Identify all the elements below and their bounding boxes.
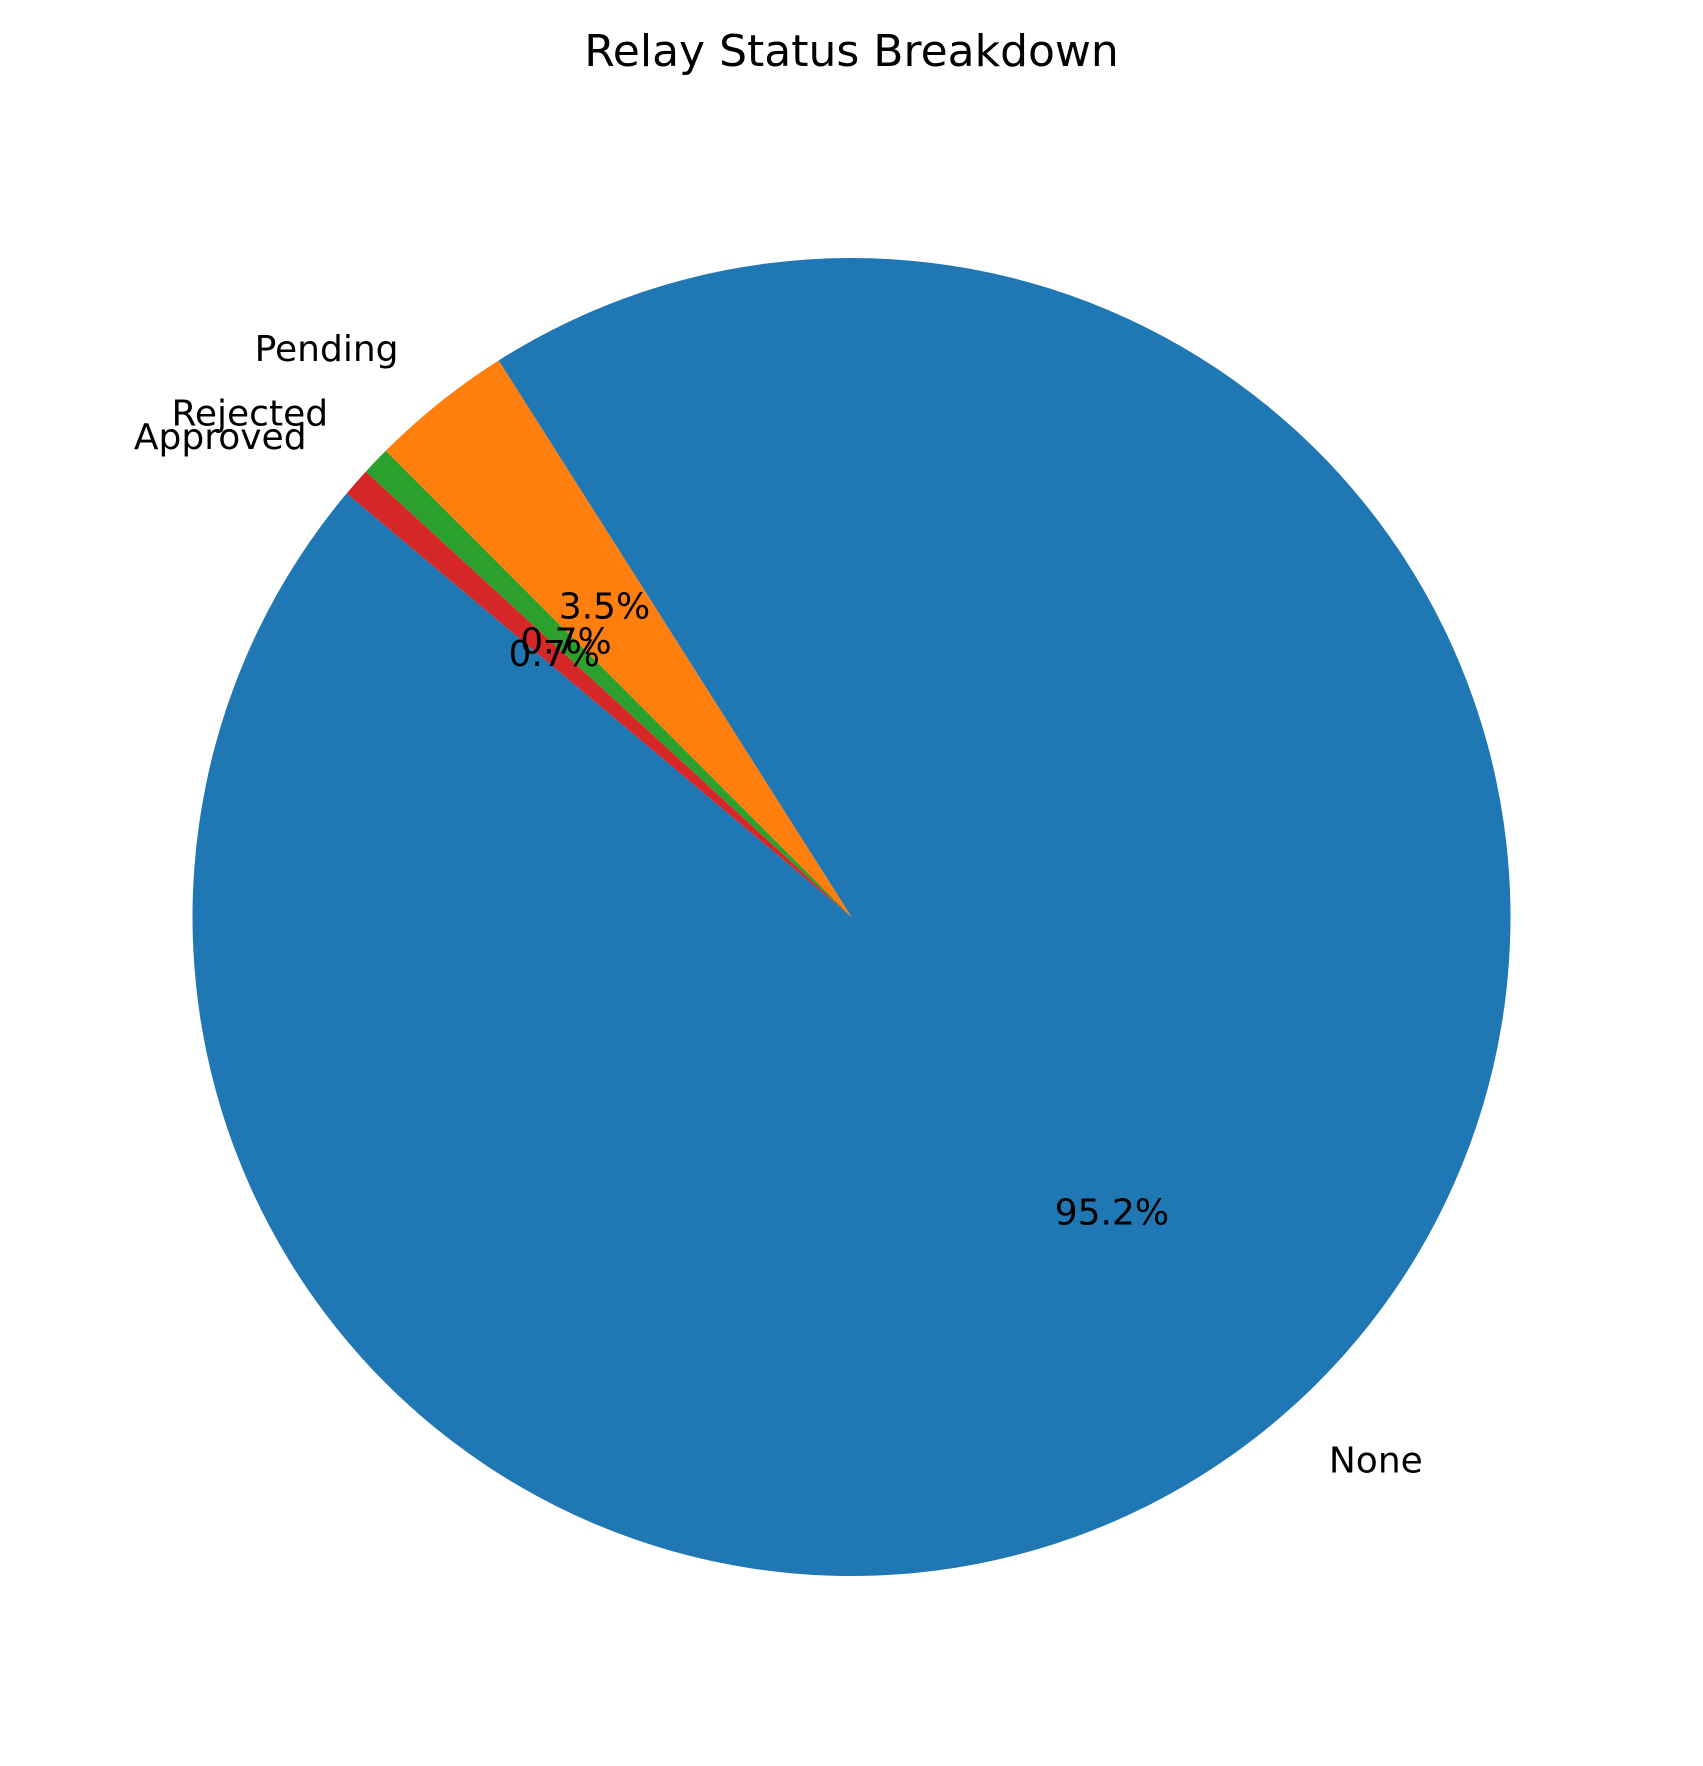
pie-slices	[192, 257, 1511, 1577]
pie-slice-pending	[385, 360, 852, 917]
slice-percent-rejected: 0.7%	[520, 621, 611, 662]
pie-slice-approved	[346, 471, 852, 917]
pie-slice-none	[192, 257, 1511, 1577]
slice-percent-none: 95.2%	[1055, 1193, 1169, 1234]
chart-title: Relay Status Breakdown	[584, 26, 1119, 77]
slice-label-rejected: Rejected	[171, 393, 328, 434]
pie-labels: None 95.2% Pending 3.5% Rejected 0.7% Approved…	[134, 329, 1423, 1481]
slice-percent-pending: 3.5%	[559, 586, 650, 627]
slice-label-approved: Approved	[134, 417, 307, 458]
slice-percent-approved: 0.7%	[509, 634, 600, 675]
slice-label-pending: Pending	[255, 329, 399, 370]
slice-label-none: None	[1329, 1441, 1423, 1482]
pie-slice-rejected	[365, 450, 852, 917]
